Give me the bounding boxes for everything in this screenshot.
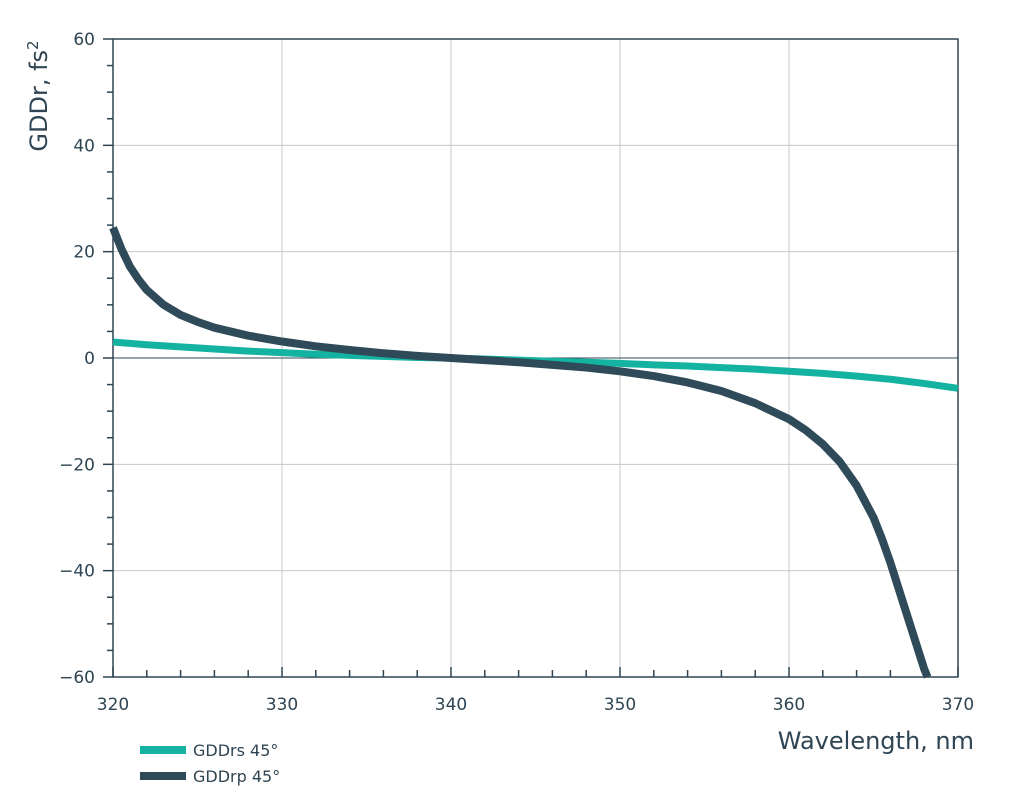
y-axis-title: GDDr, fs2 xyxy=(24,40,53,151)
plot-frame xyxy=(112,38,959,678)
y-tick-label: −40 xyxy=(59,562,95,582)
y-tick-label: 60 xyxy=(73,30,95,50)
x-tick-label: 330 xyxy=(266,695,298,715)
legend-label-1: GDDrs 45° xyxy=(193,741,278,760)
legend: GDDrs 45° GDDrp 45° xyxy=(140,741,280,786)
y-tick-label: −60 xyxy=(59,668,95,688)
x-tick-label: 340 xyxy=(435,695,467,715)
x-tick-label: 360 xyxy=(773,695,805,715)
series-line-2 xyxy=(109,226,932,679)
series-lines xyxy=(109,226,959,679)
y-tick-label: −20 xyxy=(59,455,95,475)
x-tick-label: 370 xyxy=(942,695,974,715)
y-axis-title-superscript: 2 xyxy=(24,40,42,50)
y-tick-labels: 60 40 20 0 −20 −40 −60 xyxy=(59,30,95,688)
y-tick-label: 20 xyxy=(73,243,95,263)
y-tick-label: 0 xyxy=(84,349,95,369)
x-tick-label: 350 xyxy=(604,695,636,715)
x-axis-title: Wavelength, nm xyxy=(778,727,974,755)
x-tick-label: 320 xyxy=(97,695,129,715)
y-tick-label: 40 xyxy=(73,136,95,156)
x-tick-labels: 320 330 340 350 360 370 xyxy=(97,695,974,715)
legend-label-2: GDDrp 45° xyxy=(193,767,280,786)
y-axis-title-main: GDDr, fs xyxy=(25,50,53,152)
